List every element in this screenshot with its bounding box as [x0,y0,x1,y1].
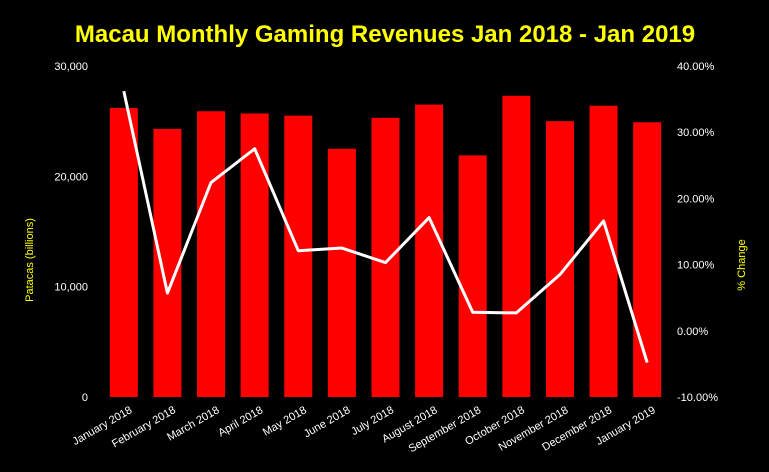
bar [284,115,313,398]
bar [327,148,356,397]
y-axis-label: Patacas (billions) [24,218,36,302]
bar [415,104,444,397]
y2-axis-ticks: -10.00% 0.00% 10.00% 20.00% 30.00% 40.00% [677,61,718,404]
y2-tick-label: 30.00% [677,127,715,139]
y2-axis-label: % Change [736,239,748,290]
y-tick-label: 20,000 [54,171,88,183]
x-tick-label: May 2018 [261,404,309,439]
bar [240,113,269,398]
y2-tick-label: 0.00% [677,326,708,338]
bar [458,155,487,397]
y2-tick-label: -10.00% [677,392,718,404]
y-tick-label: 0 [82,392,88,404]
y2-tick-label: 20.00% [677,193,715,205]
bar [197,111,226,397]
x-tick-label: April 2018 [216,404,265,439]
bar [633,122,662,398]
bar [502,95,531,397]
y-tick-label: 30,000 [54,61,88,73]
chart-title: Macau Monthly Gaming Revenues Jan 2018 -… [75,21,695,48]
bar [109,107,138,397]
bar [371,117,400,398]
bar [153,128,182,397]
y2-tick-label: 40.00% [677,61,715,73]
bar-series [109,95,662,398]
line-series [122,90,649,364]
y-tick-label: 10,000 [54,282,88,294]
y2-tick-label: 10.00% [677,260,715,272]
x-tick-label: June 2018 [302,404,353,440]
y-axis-ticks: 0 10,000 20,000 30,000 [54,61,88,404]
bar [545,121,574,398]
x-tick-label: September 2018 [407,404,483,455]
